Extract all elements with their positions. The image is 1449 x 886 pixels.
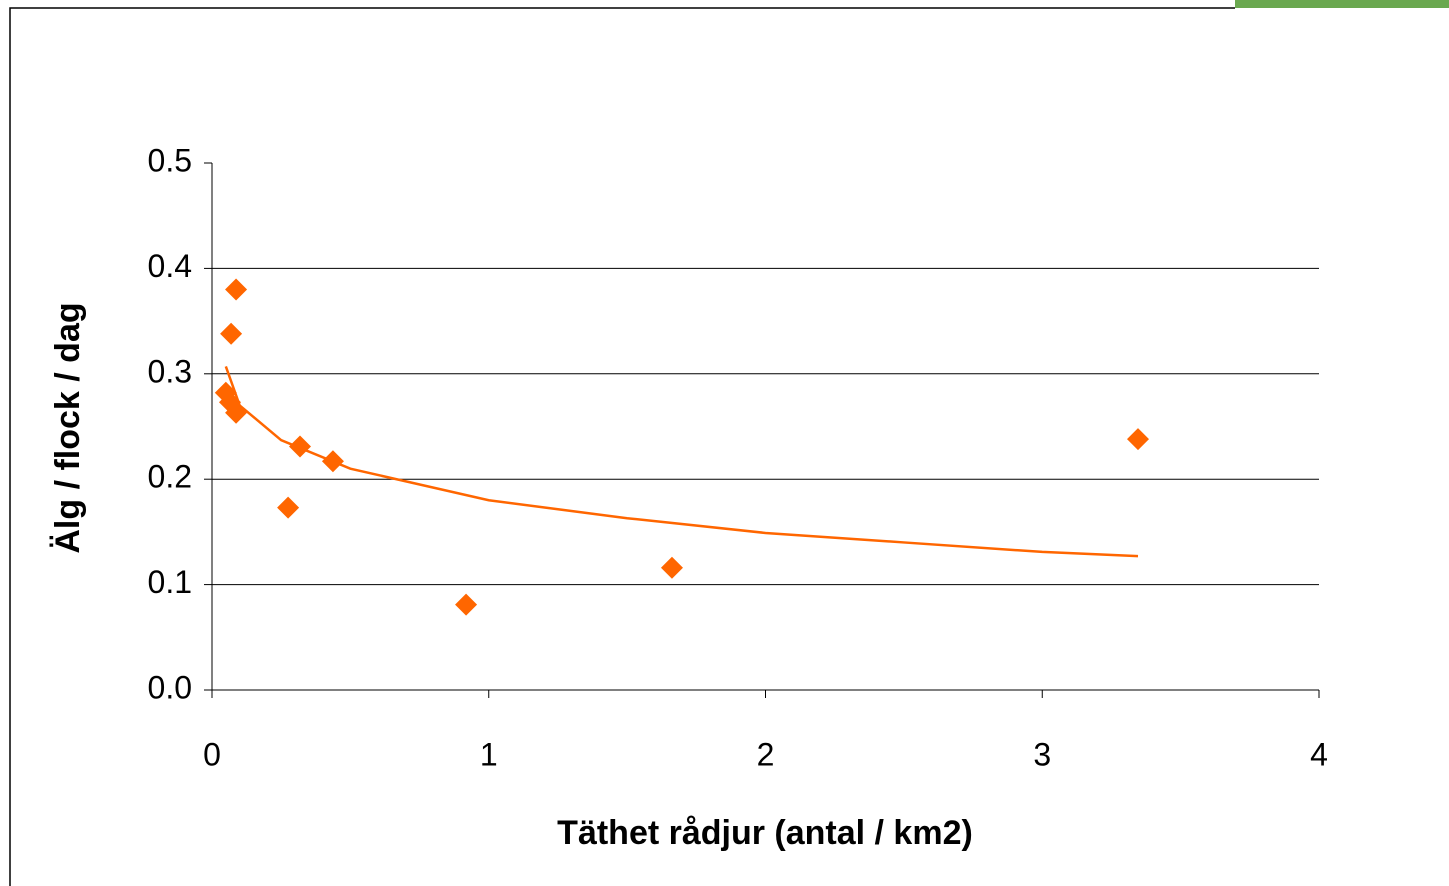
point [289, 435, 312, 458]
x-axis-title: Täthet rådjur (antal / km2) [557, 814, 973, 852]
point [277, 496, 300, 519]
x-tick-label: 0 [203, 736, 221, 772]
y-tick-label: 0.5 [148, 142, 192, 178]
x-tick-label: 3 [1033, 736, 1051, 772]
x-tick-label: 4 [1310, 736, 1328, 772]
y-tick-label: 0.4 [148, 248, 192, 284]
y-tick-label: 0.3 [148, 353, 192, 389]
point [225, 278, 248, 301]
point [660, 556, 683, 579]
y-tick-label: 0.0 [148, 669, 192, 705]
point [1127, 428, 1150, 451]
y-tick-label: 0.2 [148, 459, 192, 495]
y-tick-label: 0.1 [148, 564, 192, 600]
point [220, 322, 243, 345]
x-tick-label: 1 [480, 736, 498, 772]
point [455, 593, 478, 616]
frame [9, 7, 1235, 886]
x-tick-label: 2 [757, 736, 775, 772]
y-axis-title: Älg / flock / dag [49, 302, 87, 553]
trend-line [224, 366, 1139, 558]
corner-image [1235, 0, 1449, 8]
